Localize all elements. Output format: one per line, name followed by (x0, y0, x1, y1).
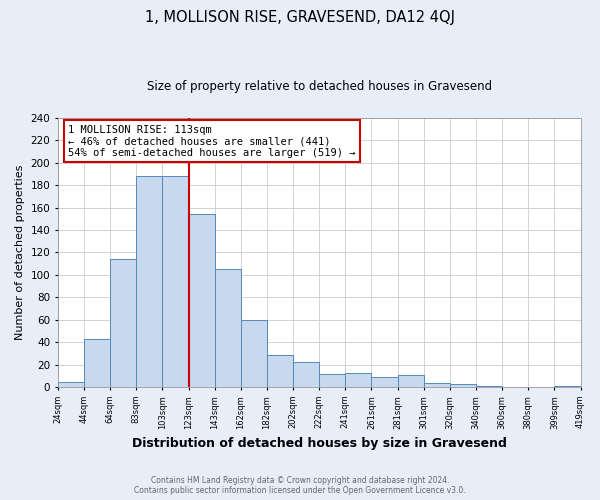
Bar (241, 320, 267, 387)
Bar (476, 386, 502, 387)
Bar (319, 374, 346, 387)
Bar (188, 214, 215, 387)
Bar (398, 375, 424, 387)
Bar (110, 259, 136, 387)
Text: Contains HM Land Registry data © Crown copyright and database right 2024.
Contai: Contains HM Land Registry data © Crown c… (134, 476, 466, 495)
Bar (554, 386, 581, 387)
Bar (450, 384, 476, 387)
Bar (293, 362, 319, 387)
Text: 1, MOLLISON RISE, GRAVESEND, DA12 4QJ: 1, MOLLISON RISE, GRAVESEND, DA12 4QJ (145, 10, 455, 25)
Bar (136, 176, 163, 387)
Bar (215, 270, 241, 387)
Bar (163, 176, 188, 387)
X-axis label: Distribution of detached houses by size in Gravesend: Distribution of detached houses by size … (132, 437, 506, 450)
Bar (267, 354, 293, 387)
Title: Size of property relative to detached houses in Gravesend: Size of property relative to detached ho… (146, 80, 492, 93)
Bar (371, 377, 398, 387)
Text: 1 MOLLISON RISE: 113sqm
← 46% of detached houses are smaller (441)
54% of semi-d: 1 MOLLISON RISE: 113sqm ← 46% of detache… (68, 124, 356, 158)
Bar (346, 372, 371, 387)
Bar (424, 382, 450, 387)
Bar (84, 339, 110, 387)
Bar (58, 382, 84, 387)
Y-axis label: Number of detached properties: Number of detached properties (15, 165, 25, 340)
